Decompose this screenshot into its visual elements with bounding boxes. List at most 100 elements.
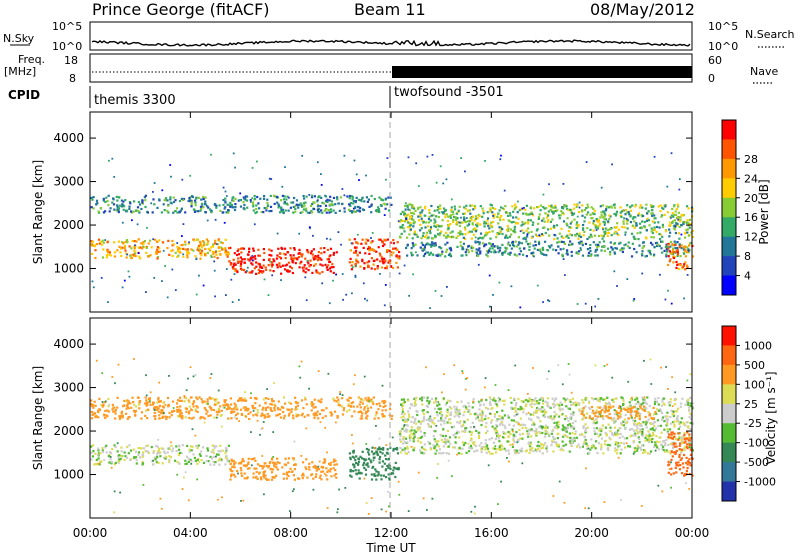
scatter-cell (250, 256, 253, 259)
scatter-cell (372, 402, 375, 406)
scatter-cell (592, 241, 595, 244)
scatter-cell (366, 261, 369, 264)
scatter-cell (507, 227, 510, 230)
scatter-cell (196, 248, 199, 251)
scatter-cell (311, 404, 314, 407)
scatter-cell (538, 445, 541, 448)
scatter-cell (354, 262, 357, 266)
scatter-cell (501, 253, 504, 256)
scatter-cell (187, 242, 190, 245)
scatter-cell (144, 402, 147, 405)
noise-cell (519, 230, 522, 233)
scatter-cell (176, 402, 179, 405)
scatter-cell (207, 460, 210, 463)
scatter-cell (224, 249, 227, 252)
scatter-cell (253, 267, 256, 270)
scatter-cell (383, 462, 386, 465)
scatter-cell (230, 403, 233, 406)
scatter-cell (184, 211, 187, 214)
scatter-cell (282, 410, 285, 414)
scatter-cell (295, 413, 298, 416)
scatter-cell (574, 234, 577, 237)
scatter-cell (391, 472, 394, 475)
noise-cell (397, 220, 400, 223)
scatter-cell (680, 244, 683, 247)
scatter-cell (647, 418, 650, 421)
scatter-cell (252, 247, 255, 250)
scatter-cell (560, 227, 563, 230)
scatter-cell (615, 247, 618, 250)
scatter-cell (368, 398, 371, 401)
scatter-cell (681, 213, 684, 216)
scatter-cell (199, 209, 202, 212)
scatter-cell (412, 212, 416, 215)
scatter-cell (638, 402, 641, 405)
scatter-cell (422, 232, 425, 235)
scatter-cell (288, 470, 291, 473)
scatter-cell (619, 422, 623, 425)
scatter-cell (669, 398, 672, 401)
scatter-cell (208, 208, 211, 211)
scatter-cell (623, 437, 626, 440)
scatter-cell (218, 411, 221, 414)
scatter-cell (600, 249, 603, 252)
scatter-cell (95, 203, 98, 206)
scatter-cell (549, 415, 552, 418)
scatter-cell (552, 417, 556, 420)
scatter-cell (468, 405, 471, 408)
scatter-cell (454, 408, 457, 411)
scatter-cell (499, 226, 503, 229)
scatter-cell (372, 396, 375, 399)
scatter-cell (352, 463, 355, 466)
noise-cell (434, 290, 437, 292)
scatter-cell (334, 469, 337, 472)
scatter-cell (504, 432, 507, 435)
scatter-cell (310, 409, 313, 412)
scatter-cell (332, 209, 335, 212)
scatter-cell (170, 249, 173, 253)
scatter-cell (135, 459, 138, 462)
scatter-cell (469, 217, 472, 220)
scatter-cell (541, 410, 544, 413)
scatter-cell (589, 247, 592, 250)
scatter-cell (426, 251, 429, 254)
scatter-cell (361, 402, 364, 405)
freq-tick-top: 18 (64, 54, 78, 67)
scatter-cell (676, 251, 679, 254)
scatter-cell (258, 471, 261, 474)
scatter-cell (381, 409, 384, 412)
scatter-cell (578, 250, 581, 253)
scatter-cell (404, 204, 407, 207)
scatter-cell (532, 251, 535, 254)
scatter-cell (493, 245, 496, 248)
scatter-cell (113, 463, 117, 466)
scatter-cell (570, 234, 573, 237)
scatter-cell (438, 211, 441, 214)
scatter-cell (299, 202, 302, 205)
scatter-cell (653, 221, 656, 224)
scatter-cell (392, 251, 395, 254)
noise-cell (488, 274, 491, 277)
scatter-cell (276, 407, 279, 410)
scatter-cell (613, 212, 616, 216)
scatter-cell (517, 236, 520, 239)
scatter-cell (411, 206, 414, 209)
scatter-cell (291, 261, 294, 264)
noise-cell (111, 157, 114, 160)
noise-cell (670, 217, 672, 219)
scatter-cell (425, 251, 428, 254)
scatter-cell (320, 196, 323, 199)
scatter-cell (314, 475, 317, 478)
scatter-cell (390, 414, 394, 418)
scatter-cell (455, 223, 459, 226)
scatter-cell (419, 422, 422, 425)
scatter-cell (134, 413, 137, 416)
scatter-cell (562, 241, 565, 244)
scatter-cell (623, 217, 626, 220)
scatter-cell (645, 434, 648, 437)
scatter-cell (586, 412, 589, 415)
scatter-cell (202, 446, 205, 449)
scatter-cell (287, 261, 291, 264)
power-y-axis-label: Slant Range [km] (31, 160, 45, 264)
scatter-cell (316, 208, 319, 211)
